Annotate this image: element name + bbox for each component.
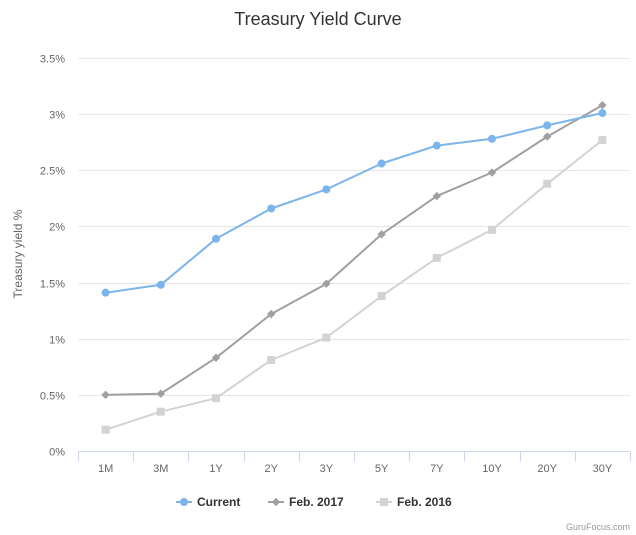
data-point[interactable]: [377, 230, 386, 239]
data-point[interactable]: [212, 234, 220, 243]
y-tick-label: 0.5%: [40, 391, 65, 403]
legend-label[interactable]: Feb. 2017: [289, 495, 344, 509]
axis-layer: 0% 0.5% 1% 1.5% 2% 2.5% 3% 3.5% 1M 3M 1Y 2Y 3Y 5Y 7Y 10…: [40, 54, 631, 475]
data-point[interactable]: [598, 109, 607, 118]
legend-item[interactable]: Current: [176, 495, 240, 509]
x-tick-label: 3Y: [320, 463, 334, 475]
series-0: [101, 109, 607, 297]
data-point[interactable]: [598, 135, 607, 144]
legend-item[interactable]: Feb. 2017: [268, 495, 344, 509]
grid-layer: [78, 58, 630, 396]
series-1: [101, 100, 607, 400]
data-point[interactable]: [101, 390, 110, 400]
x-tick-label: 5Y: [375, 463, 389, 475]
data-point[interactable]: [598, 100, 607, 110]
y-tick-label: 1.5%: [40, 279, 65, 291]
x-tick-label: 3M: [153, 463, 168, 475]
y-axis-label: Treasury yield %: [11, 209, 25, 298]
data-point[interactable]: [322, 185, 331, 194]
data-point[interactable]: [156, 280, 165, 289]
data-point[interactable]: [488, 134, 496, 143]
data-point[interactable]: [543, 121, 552, 130]
chart-title: Treasury Yield Curve: [234, 9, 401, 29]
legend-marker[interactable]: [180, 498, 188, 506]
data-point[interactable]: [101, 288, 110, 297]
data-point[interactable]: [267, 204, 276, 213]
y-tick-label: 3.5%: [40, 54, 65, 66]
data-point[interactable]: [543, 179, 552, 188]
series-line: [104, 112, 604, 294]
data-point[interactable]: [267, 309, 276, 319]
legend-marker[interactable]: [380, 498, 388, 506]
x-tick-label: 1Y: [209, 463, 223, 475]
x-tick-label: 20Y: [537, 463, 557, 475]
series-line: [104, 139, 604, 431]
data-point[interactable]: [543, 132, 552, 141]
y-tick-label: 3%: [49, 110, 65, 122]
series-2: [101, 135, 607, 434]
data-point[interactable]: [432, 141, 441, 150]
x-tick-label: 30Y: [593, 463, 613, 475]
data-point[interactable]: [322, 279, 331, 288]
legend[interactable]: Current Feb. 2017 Feb. 2016: [176, 495, 452, 509]
legend-label[interactable]: Feb. 2016: [397, 495, 452, 509]
y-tick-label: 1%: [49, 335, 65, 347]
data-point[interactable]: [156, 389, 165, 398]
data-point[interactable]: [432, 253, 441, 262]
series-layer: [101, 100, 607, 434]
data-point[interactable]: [487, 168, 497, 177]
x-tick-label: 10Y: [482, 463, 502, 475]
credit-text[interactable]: GuruFocus.com: [566, 522, 630, 532]
data-point[interactable]: [377, 159, 386, 168]
x-tick-label: 7Y: [430, 463, 444, 475]
y-tick-label: 0%: [49, 447, 65, 459]
x-tick-label: 2Y: [264, 463, 278, 475]
legend-label[interactable]: Current: [197, 495, 240, 509]
legend-item[interactable]: Feb. 2016: [376, 495, 452, 509]
data-point[interactable]: [377, 292, 386, 301]
data-point[interactable]: [156, 407, 165, 416]
y-tick-label: 2.5%: [40, 166, 65, 178]
data-point[interactable]: [101, 425, 110, 434]
data-point[interactable]: [432, 191, 441, 201]
data-point[interactable]: [488, 225, 496, 234]
legend-marker[interactable]: [271, 497, 281, 507]
series-line: [104, 104, 604, 396]
data-point[interactable]: [322, 333, 331, 342]
data-point[interactable]: [267, 356, 276, 365]
x-tick-label: 1M: [98, 463, 113, 475]
data-point[interactable]: [212, 394, 220, 403]
y-tick-label: 2%: [49, 222, 65, 234]
data-point[interactable]: [211, 353, 221, 363]
